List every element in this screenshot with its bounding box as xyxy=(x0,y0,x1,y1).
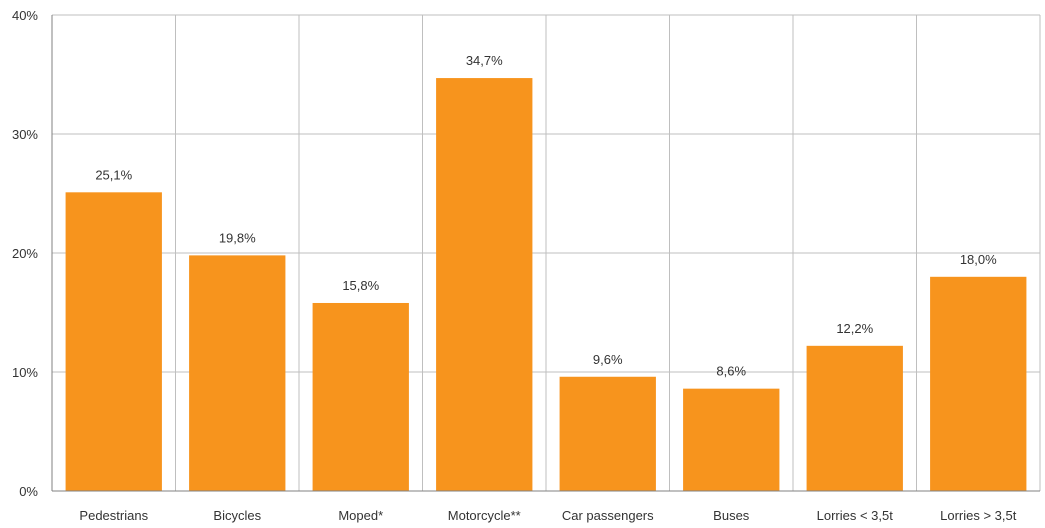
category-label: Buses xyxy=(713,508,750,523)
bar-4 xyxy=(559,376,656,491)
data-label: 18,0% xyxy=(960,252,997,267)
bar-3 xyxy=(436,78,533,491)
bar-6 xyxy=(806,345,903,491)
category-label: Moped* xyxy=(338,508,383,523)
y-tick-label: 30% xyxy=(12,127,38,142)
data-label: 34,7% xyxy=(466,53,503,68)
category-label: Bicycles xyxy=(213,508,261,523)
data-label: 15,8% xyxy=(342,278,379,293)
bar-5 xyxy=(683,388,780,491)
y-tick-label: 20% xyxy=(12,246,38,261)
category-label: Motorcycle** xyxy=(448,508,521,523)
data-label: 9,6% xyxy=(593,352,623,367)
data-label: 25,1% xyxy=(95,167,132,182)
data-label: 12,2% xyxy=(836,321,873,336)
gridlines xyxy=(52,14,1041,491)
y-tick-label: 10% xyxy=(12,365,38,380)
data-label: 8,6% xyxy=(716,364,746,379)
category-label: Pedestrians xyxy=(79,508,148,523)
bar-7 xyxy=(930,276,1027,491)
data-label: 19,8% xyxy=(219,230,256,245)
bar-2 xyxy=(312,302,409,491)
category-label: Lorries < 3,5t xyxy=(817,508,894,523)
labels: 0% 10% 20% 30% 40% 25,1% Pedestrians 19,8% Bicyc… xyxy=(12,8,1017,523)
bar-1 xyxy=(189,255,286,491)
y-tick-label: 40% xyxy=(12,8,38,23)
bar-0 xyxy=(65,192,162,491)
bars xyxy=(65,78,1027,491)
axes xyxy=(51,15,1040,492)
y-tick-label: 0% xyxy=(19,484,38,499)
category-label: Lorries > 3,5t xyxy=(940,508,1017,523)
category-label: Car passengers xyxy=(562,508,654,523)
